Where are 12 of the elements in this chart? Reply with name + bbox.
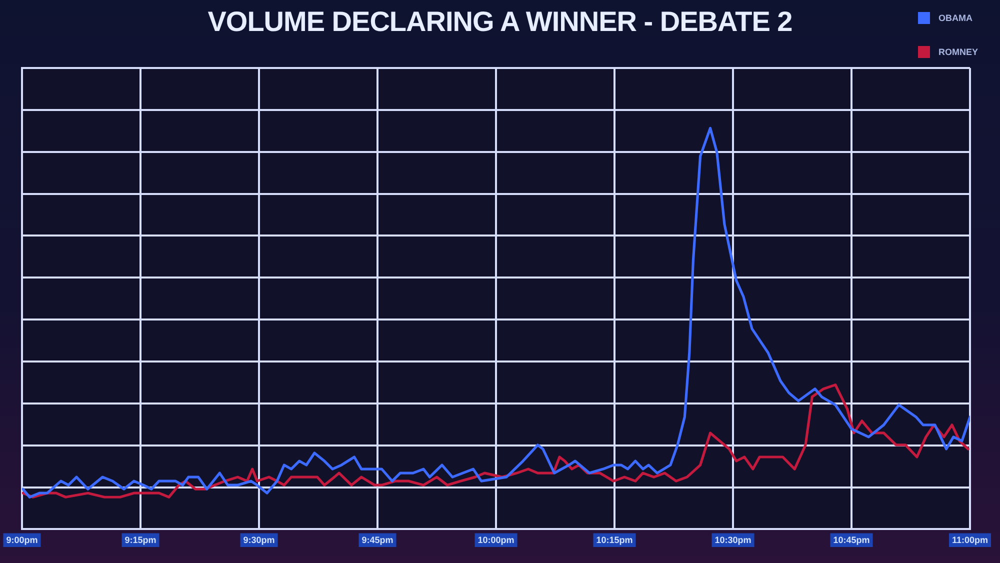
- legend-label: ROMNEY: [938, 47, 978, 57]
- x-tick-label: 9:00pm: [6, 535, 38, 546]
- x-tick-label: 10:00pm: [478, 535, 514, 546]
- x-tick-label: 10:30pm: [714, 535, 752, 546]
- x-tick-label: 10:45pm: [833, 535, 870, 546]
- legend-label: OBAMA: [938, 13, 972, 23]
- x-tick-label: 9:45pm: [362, 535, 394, 546]
- x-tick-label: 10:15pm: [596, 535, 633, 546]
- x-tick-label: 11:00pm: [952, 535, 988, 546]
- chart-title: VOLUME DECLARING A WINNER - DEBATE 2: [208, 6, 792, 37]
- x-tick-label: 9:15pm: [124, 535, 156, 546]
- x-tick-label: 9:30pm: [243, 535, 275, 546]
